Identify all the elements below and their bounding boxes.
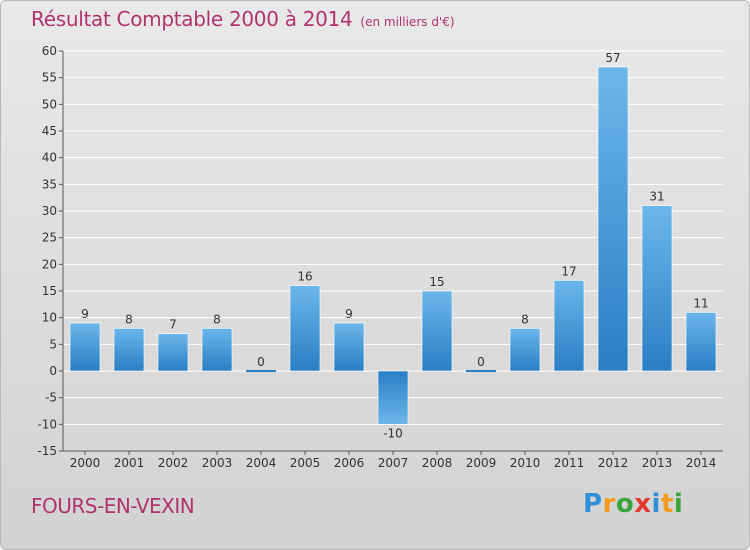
- x-tick-label: 2002: [158, 456, 189, 470]
- bar: [333, 322, 365, 372]
- brand-letter: i: [673, 489, 684, 519]
- bar: [685, 312, 717, 372]
- y-tick-label: 5: [49, 337, 57, 351]
- bar: [509, 328, 541, 372]
- data-label: 31: [649, 190, 664, 204]
- title-main: Résultat Comptable 2000 à 2014: [31, 7, 353, 31]
- data-label: 9: [81, 307, 89, 321]
- x-tick-label: 2005: [290, 456, 321, 470]
- data-label: 8: [213, 312, 221, 326]
- bar: [289, 285, 321, 372]
- x-tick-label: 2009: [466, 456, 497, 470]
- y-tick-label: 10: [42, 311, 57, 325]
- y-tick-label: 40: [42, 151, 57, 165]
- data-label: 8: [521, 312, 529, 326]
- x-tick-label: 2008: [422, 456, 453, 470]
- data-label: 57: [605, 51, 620, 65]
- bar: [553, 280, 585, 372]
- data-label: 9: [345, 307, 353, 321]
- x-tick-label: 2006: [334, 456, 365, 470]
- x-tick-label: 2007: [378, 456, 409, 470]
- data-label: 8: [125, 312, 133, 326]
- brand-letter: r: [602, 489, 616, 519]
- y-tick-label: 55: [42, 71, 57, 85]
- x-tick-label: 2004: [246, 456, 277, 470]
- data-label: 0: [257, 355, 265, 369]
- data-label: 11: [693, 296, 708, 310]
- x-tick-label: 2014: [686, 456, 717, 470]
- y-tick-label: 25: [42, 231, 57, 245]
- bar: [69, 322, 101, 372]
- bar: [421, 290, 453, 372]
- y-tick-label: 35: [42, 177, 57, 191]
- x-tick-label: 2003: [202, 456, 233, 470]
- x-tick-label: 2010: [510, 456, 541, 470]
- title-unit: (en milliers d'€): [360, 15, 455, 29]
- brand-letter: o: [615, 489, 635, 519]
- y-tick-label: 20: [42, 257, 57, 271]
- y-tick-label: -5: [45, 391, 57, 405]
- y-tick-label: 15: [42, 284, 57, 298]
- y-tick-label: -15: [37, 444, 57, 458]
- chart-title: Résultat Comptable 2000 à 2014 (en millie…: [31, 7, 455, 31]
- data-label: 17: [561, 264, 576, 278]
- place-name: FOURS-EN-VEXIN: [31, 494, 195, 518]
- bar: [113, 328, 145, 372]
- bar: [597, 66, 629, 372]
- data-label: 16: [297, 270, 312, 284]
- x-tick-label: 2012: [598, 456, 629, 470]
- y-tick-label: 30: [42, 204, 57, 218]
- brand-letter: i: [651, 489, 661, 519]
- y-tick-label: 50: [42, 97, 57, 111]
- brand-letter: P: [583, 489, 603, 519]
- bar: [377, 370, 409, 425]
- bar: [157, 333, 189, 372]
- y-tick-label: 45: [42, 124, 57, 138]
- x-tick-label: 2013: [642, 456, 673, 470]
- brand-letter: x: [634, 489, 652, 519]
- y-tick-label: 60: [42, 44, 57, 58]
- bar: [641, 205, 673, 372]
- data-label: -10: [383, 426, 403, 440]
- x-tick-label: 2001: [114, 456, 145, 470]
- data-label: 15: [429, 275, 444, 289]
- brand-letter: t: [660, 489, 674, 519]
- x-tick-label: 2011: [554, 456, 585, 470]
- proxiti-logo: Proxiti: [583, 489, 683, 519]
- data-label: 0: [477, 355, 485, 369]
- x-tick-label: 2000: [70, 456, 101, 470]
- data-label: 7: [169, 318, 177, 332]
- y-tick-label: 0: [49, 364, 57, 378]
- bar: [201, 328, 233, 372]
- y-tick-label: -10: [37, 417, 57, 431]
